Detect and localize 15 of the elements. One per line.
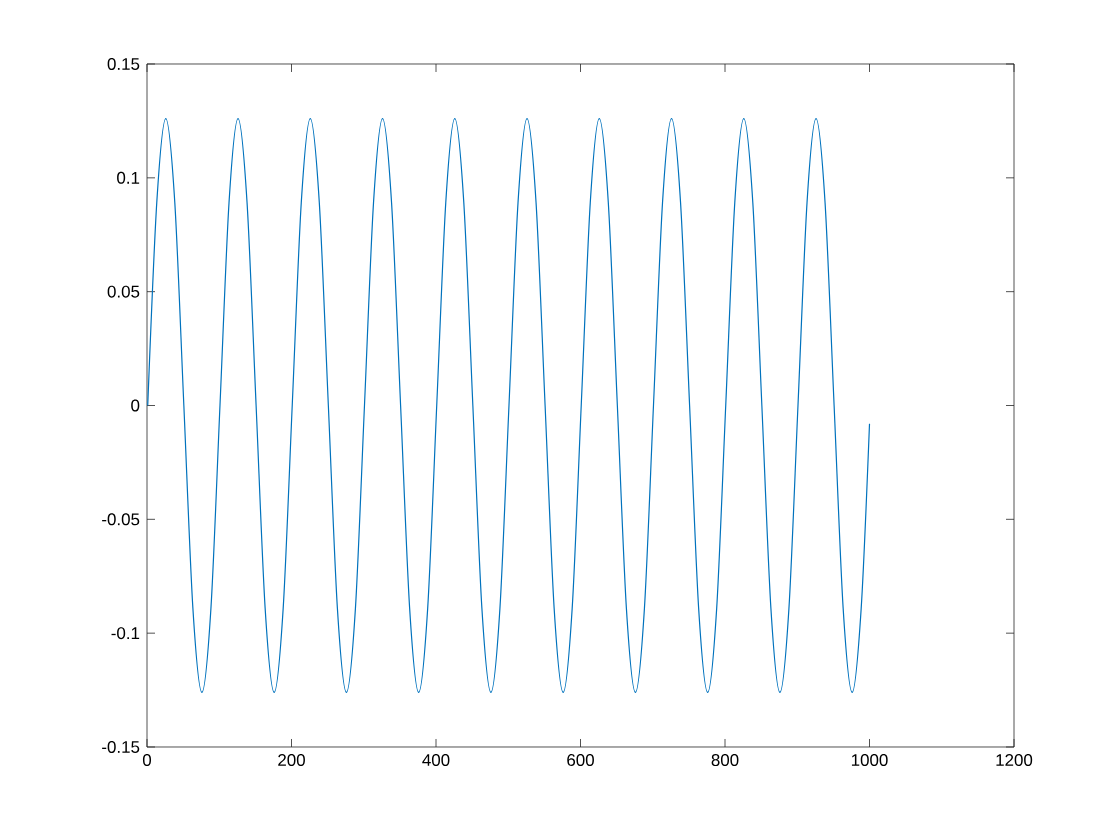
y-tick-label: -0.1 — [111, 627, 140, 640]
y-tick-label: -0.15 — [102, 741, 140, 753]
x-tick-label: 800 — [711, 754, 739, 767]
x-tick-label: 200 — [278, 754, 305, 767]
y-tick-label: 0.15 — [107, 58, 140, 70]
line-series — [147, 118, 871, 693]
y-tick-label: 0.1 — [117, 171, 140, 184]
y-tick-label: -0.05 — [102, 513, 140, 526]
y-tick-label: 0 — [131, 399, 140, 412]
x-tick-label: 1200 — [996, 754, 1033, 767]
x-tick-label: 400 — [422, 754, 450, 767]
x-tick-label: 600 — [567, 754, 594, 767]
y-tick-label: 0.05 — [107, 285, 140, 298]
x-tick-label: 1000 — [851, 754, 888, 767]
x-tick-label: 0 — [142, 754, 152, 767]
